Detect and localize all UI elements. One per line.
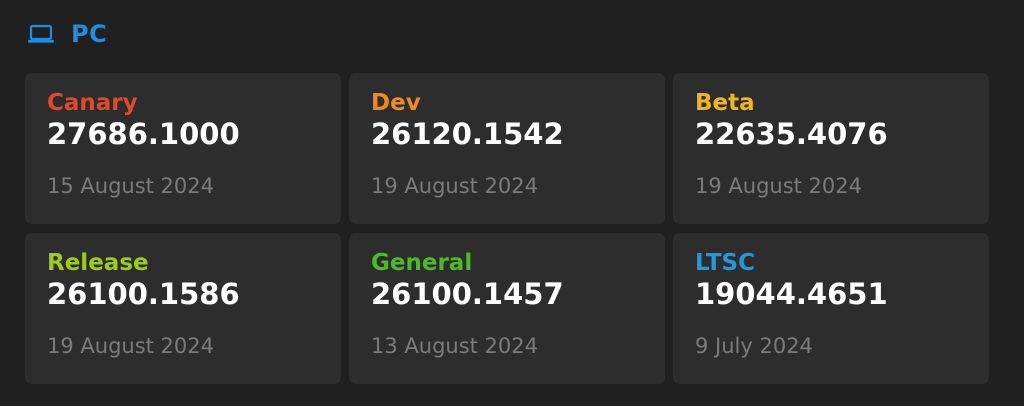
channel-card-ltsc[interactable]: LTSC 19044.4651 9 July 2024: [673, 233, 989, 384]
section-title: PC: [71, 20, 108, 48]
channel-grid: Canary 27686.1000 15 August 2024 Dev 261…: [25, 73, 989, 384]
channel-label: Canary: [47, 90, 138, 116]
channel-label: Beta: [695, 90, 755, 116]
channel-card-release[interactable]: Release 26100.1586 19 August 2024: [25, 233, 341, 384]
channel-card-beta[interactable]: Beta 22635.4076 19 August 2024: [673, 73, 989, 224]
build-version: 26120.1542: [371, 117, 564, 151]
channel-card-dev[interactable]: Dev 26120.1542 19 August 2024: [349, 73, 665, 224]
channel-label: Release: [47, 250, 149, 276]
build-version: 26100.1457: [371, 277, 564, 311]
channel-card-general[interactable]: General 26100.1457 13 August 2024: [349, 233, 665, 384]
build-version: 19044.4651: [695, 277, 888, 311]
channel-card-canary[interactable]: Canary 27686.1000 15 August 2024: [25, 73, 341, 224]
build-version: 27686.1000: [47, 117, 240, 151]
build-date: 9 July 2024: [695, 334, 813, 358]
build-version: 26100.1586: [47, 277, 240, 311]
channel-label: LTSC: [695, 250, 755, 276]
section-header: PC: [27, 20, 999, 48]
build-version: 22635.4076: [695, 117, 888, 151]
channel-label: Dev: [371, 90, 421, 116]
laptop-icon: [27, 23, 55, 45]
build-date: 19 August 2024: [695, 174, 863, 198]
build-date: 15 August 2024: [47, 174, 215, 198]
channel-label: General: [371, 250, 473, 276]
build-date: 13 August 2024: [371, 334, 539, 358]
build-date: 19 August 2024: [47, 334, 215, 358]
build-date: 19 August 2024: [371, 174, 539, 198]
